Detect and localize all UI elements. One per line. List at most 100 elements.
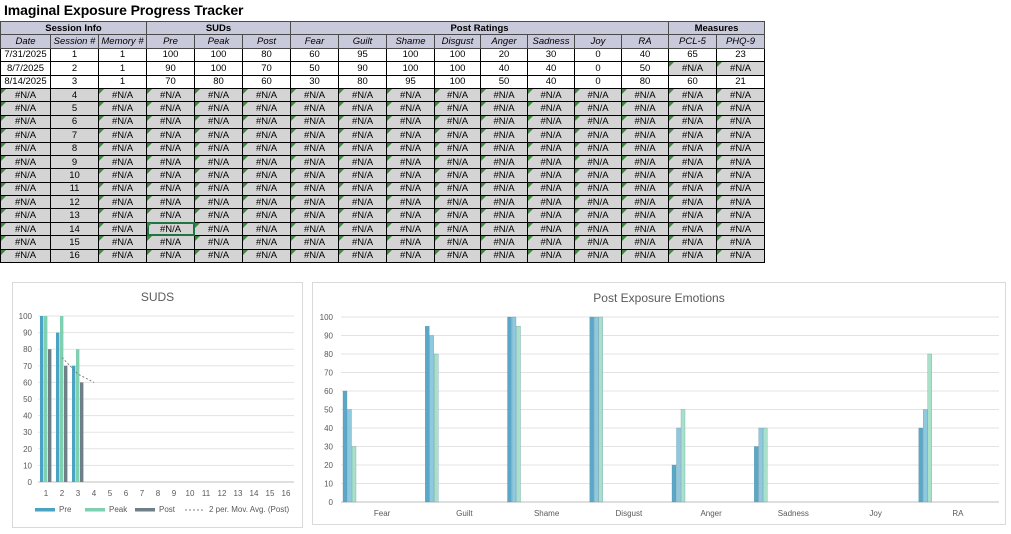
table-cell[interactable]: #N/A [98,87,147,103]
table-cell[interactable]: #N/A [621,87,669,103]
column-header[interactable]: Shame [386,34,435,49]
table-cell[interactable]: #N/A [668,248,717,264]
table-cell[interactable]: #N/A [668,128,717,143]
table-cell[interactable]: #N/A [386,221,435,237]
table-cell[interactable]: 10 [50,168,99,183]
table-cell[interactable]: #N/A [716,87,765,103]
table-cell[interactable]: 40 [527,74,575,89]
table-cell[interactable]: #N/A [480,248,528,264]
column-header[interactable]: Sadness [527,34,575,49]
table-cell[interactable]: 5 [50,101,99,116]
table-cell[interactable]: 70 [242,61,291,76]
table-cell[interactable]: #N/A [716,168,765,183]
table-cell[interactable]: #N/A [242,248,291,264]
table-cell[interactable]: 4 [50,87,99,103]
table-cell[interactable]: #N/A [146,154,195,170]
table-cell[interactable]: 3 [50,74,99,89]
column-header[interactable]: Post [242,34,291,49]
table-cell[interactable]: #N/A [146,221,195,237]
table-cell[interactable]: #N/A [146,168,195,183]
table-cell[interactable]: #N/A [716,128,765,143]
table-cell[interactable]: #N/A [434,208,481,223]
table-cell[interactable]: 8/14/2025 [0,74,51,89]
table-cell[interactable]: #N/A [242,87,291,103]
table-cell[interactable]: #N/A [386,141,435,156]
table-cell[interactable]: #N/A [290,141,339,156]
table-cell[interactable]: #N/A [338,141,387,156]
suds-chart[interactable]: SUDS 0 10 20 30 40 50 60 70 80 90 100 1 2 3 4 5 6 7 8 9 10 11… [12,282,303,528]
table-cell[interactable]: #N/A [716,208,765,223]
table-cell[interactable]: #N/A [527,248,575,264]
table-cell[interactable]: #N/A [621,195,669,210]
table-cell[interactable]: #N/A [668,195,717,210]
table-cell[interactable]: 90 [146,61,195,76]
table-cell[interactable]: #N/A [290,248,339,264]
table-cell[interactable]: #N/A [290,235,339,250]
table-cell[interactable]: #N/A [98,221,147,237]
table-cell[interactable]: 100 [386,61,435,76]
table-cell[interactable]: #N/A [386,248,435,264]
table-cell[interactable]: #N/A [434,101,481,116]
table-cell[interactable]: #N/A [574,101,622,116]
table-cell[interactable]: #N/A [146,248,195,264]
table-cell[interactable]: #N/A [290,195,339,210]
table-cell[interactable]: #N/A [194,235,243,250]
table-cell[interactable]: #N/A [338,87,387,103]
table-cell[interactable]: #N/A [194,141,243,156]
table-cell[interactable]: #N/A [480,181,528,197]
table-cell[interactable]: #N/A [290,154,339,170]
table-cell[interactable]: #N/A [98,114,147,130]
group-header[interactable]: SUDs [146,20,291,36]
table-cell[interactable]: 80 [338,74,387,89]
table-cell[interactable]: #N/A [0,221,51,237]
table-cell[interactable]: #N/A [480,141,528,156]
table-cell[interactable]: #N/A [98,235,147,250]
table-cell[interactable]: #N/A [290,114,339,130]
table-cell[interactable]: #N/A [98,154,147,170]
table-cell[interactable]: #N/A [146,87,195,103]
table-cell[interactable]: #N/A [242,221,291,237]
table-cell[interactable]: #N/A [434,181,481,197]
table-cell[interactable]: #N/A [242,128,291,143]
table-cell[interactable]: #N/A [290,87,339,103]
table-cell[interactable]: 100 [386,47,435,63]
table-cell[interactable]: #N/A [338,195,387,210]
table-cell[interactable]: #N/A [194,154,243,170]
table-cell[interactable]: #N/A [716,195,765,210]
table-cell[interactable]: #N/A [242,235,291,250]
table-cell[interactable]: #N/A [621,181,669,197]
table-cell[interactable]: #N/A [668,154,717,170]
table-cell[interactable]: #N/A [338,154,387,170]
table-cell[interactable]: 100 [434,61,481,76]
table-cell[interactable]: #N/A [434,141,481,156]
table-cell[interactable]: #N/A [0,87,51,103]
table-cell[interactable]: #N/A [574,248,622,264]
table-cell[interactable]: #N/A [668,114,717,130]
table-cell[interactable]: #N/A [386,195,435,210]
table-cell[interactable]: #N/A [574,208,622,223]
table-cell[interactable]: #N/A [621,114,669,130]
column-header[interactable]: PHQ-9 [716,34,765,49]
table-cell[interactable]: #N/A [0,168,51,183]
group-header[interactable]: Session Info [0,20,147,36]
table-cell[interactable]: #N/A [98,168,147,183]
table-cell[interactable]: 90 [338,61,387,76]
table-cell[interactable]: #N/A [386,168,435,183]
table-cell[interactable]: #N/A [434,87,481,103]
table-cell[interactable]: 1 [98,74,147,89]
column-header[interactable]: PCL-5 [668,34,717,49]
table-cell[interactable]: 0 [574,61,622,76]
table-cell[interactable]: 23 [716,47,765,63]
table-cell[interactable]: 0 [574,74,622,89]
table-cell[interactable]: 8 [50,141,99,156]
table-cell[interactable]: #N/A [98,101,147,116]
table-cell[interactable]: #N/A [621,128,669,143]
column-header[interactable]: Joy [574,34,622,49]
table-cell[interactable]: 1 [98,47,147,63]
table-cell[interactable]: #N/A [527,208,575,223]
table-cell[interactable]: #N/A [290,101,339,116]
table-cell[interactable]: #N/A [338,248,387,264]
table-cell[interactable]: #N/A [0,141,51,156]
table-cell[interactable]: #N/A [574,195,622,210]
table-cell[interactable]: 15 [50,235,99,250]
